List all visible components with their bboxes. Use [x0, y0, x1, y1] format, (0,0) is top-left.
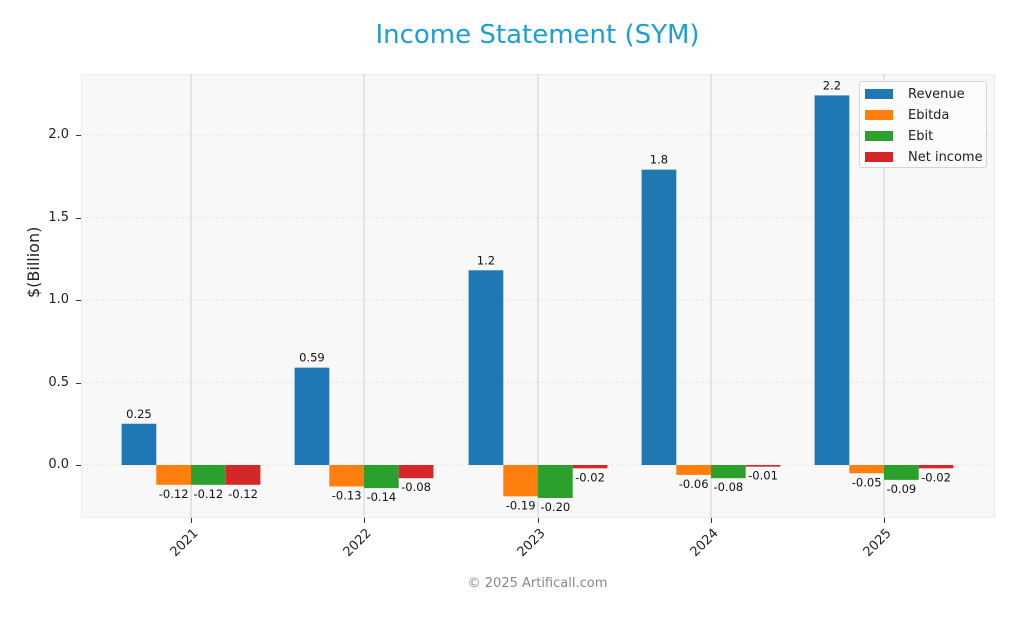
x-tick-mark: [364, 518, 365, 523]
bar-value-label: 1.8: [650, 153, 668, 167]
bar-ebit-2025: [884, 465, 919, 480]
bar-revenue-2024: [641, 169, 677, 465]
x-tick-mark: [884, 518, 885, 523]
y-tick-label: 1.0: [48, 292, 69, 307]
legend-item-revenue: Revenue: [865, 85, 965, 103]
bar-ebit-2024: [711, 465, 746, 479]
legend-swatch: [865, 152, 893, 162]
x-tick-mark: [191, 518, 192, 523]
y-tick-mark: [76, 135, 81, 136]
bar-value-label: -0.19: [506, 498, 536, 512]
x-tick-mark: [538, 518, 539, 523]
legend-swatch: [865, 131, 893, 141]
y-tick-label: 0.5: [48, 374, 69, 390]
legend-label: Net income: [908, 149, 983, 165]
bar-value-label: -0.06: [679, 477, 709, 491]
y-axis-label: $(Billion): [24, 226, 43, 298]
bar-value-label: -0.13: [332, 488, 362, 502]
bar-value-label: -0.05: [852, 475, 882, 489]
bar-net-income-2021: [225, 465, 261, 485]
bar-value-label: 2.2: [823, 78, 841, 92]
legend-item-net-income: Net income: [865, 148, 983, 166]
legend-item-ebit: Ebit: [865, 127, 933, 145]
bar-ebit-2023: [538, 465, 573, 498]
bar-value-label: -0.20: [540, 500, 570, 514]
y-tick-mark: [76, 465, 81, 466]
bar-value-label: -0.02: [575, 470, 605, 484]
bar-ebitda-2021: [156, 465, 191, 485]
bar-revenue-2021: [121, 423, 157, 465]
bar-value-label: -0.08: [401, 480, 431, 494]
legend-swatch: [865, 110, 893, 120]
legend-swatch: [865, 89, 893, 99]
legend-label: Revenue: [908, 86, 965, 102]
y-tick-mark: [76, 217, 81, 219]
legend-label: Ebitda: [908, 107, 950, 123]
bar-value-label: -0.14: [366, 490, 396, 504]
bar-ebitda-2025: [849, 465, 884, 474]
x-tick-mark: [711, 518, 712, 523]
bar-revenue-2022: [294, 367, 330, 465]
bar-net-income-2024: [745, 465, 781, 467]
bar-value-label: -0.12: [159, 487, 189, 501]
legend: Revenue Ebitda Ebit Net income: [859, 81, 987, 168]
bar-ebit-2021: [191, 465, 226, 485]
y-tick-label: 1.5: [48, 209, 69, 225]
y-tick-mark: [76, 300, 81, 301]
y-tick-label: 2.0: [48, 127, 69, 142]
bar-value-label: -0.12: [228, 487, 258, 501]
bar-ebit-2022: [364, 465, 399, 489]
bar-ebitda-2024: [676, 465, 711, 475]
bar-net-income-2023: [572, 465, 608, 469]
footer-copyright: © 2025 Artificall.com: [467, 576, 608, 591]
legend-label: Ebit: [908, 128, 934, 144]
bar-value-label: -0.09: [886, 482, 916, 496]
bar-value-label: -0.01: [748, 469, 778, 483]
bar-revenue-2025: [814, 95, 850, 466]
chart-title: Income Statement (SYM): [375, 20, 700, 50]
bar-value-label: 1.2: [477, 253, 495, 267]
y-tick-mark: [76, 382, 81, 384]
bar-value-label: -0.02: [921, 470, 951, 484]
bar-value-label: -0.12: [193, 487, 223, 501]
bar-net-income-2025: [918, 465, 954, 469]
legend-item-ebitda: Ebitda: [865, 106, 949, 124]
bar-revenue-2023: [468, 270, 504, 465]
y-tick-label: 0.0: [48, 457, 69, 472]
bar-value-label: -0.08: [713, 480, 743, 494]
bar-net-income-2022: [398, 465, 434, 479]
bar-ebitda-2022: [329, 465, 364, 487]
bar-value-label: 0.25: [126, 407, 152, 421]
bar-ebitda-2023: [503, 465, 538, 497]
bar-value-label: 0.59: [299, 351, 325, 365]
